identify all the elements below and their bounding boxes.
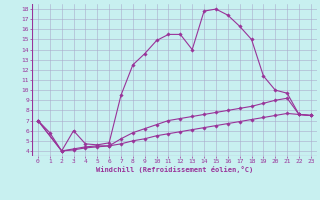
- X-axis label: Windchill (Refroidissement éolien,°C): Windchill (Refroidissement éolien,°C): [96, 166, 253, 173]
